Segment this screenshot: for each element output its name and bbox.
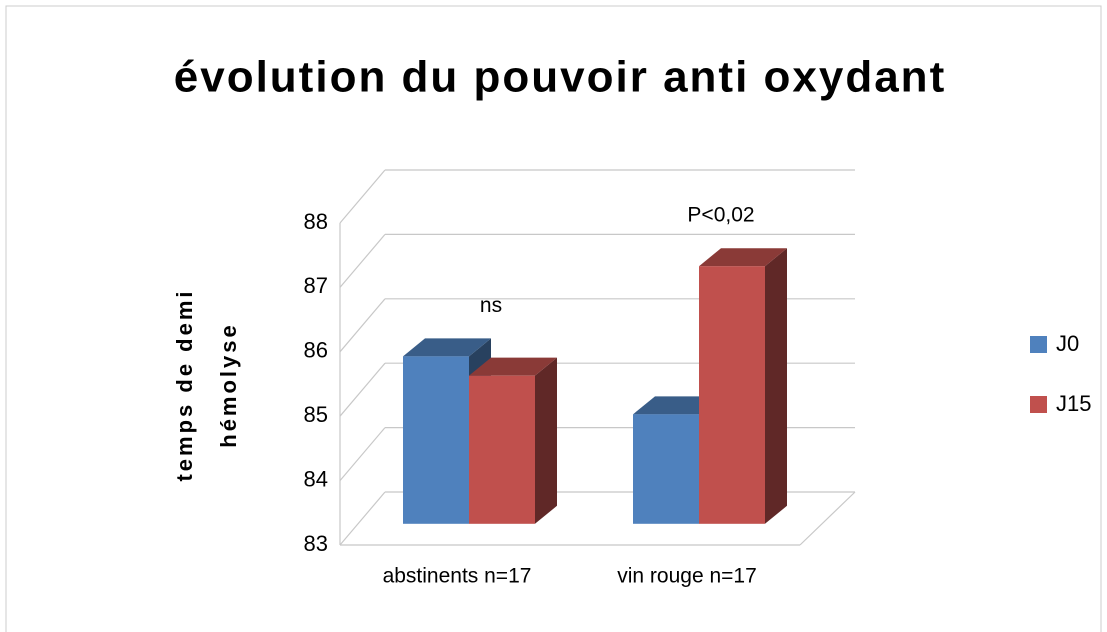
annotation: P<0,02 — [687, 204, 754, 227]
legend-swatch — [1030, 396, 1047, 413]
legend-label: J0 — [1056, 331, 1079, 356]
floor-edge — [799, 491, 856, 546]
y-axis-label-line: hémolyse — [216, 322, 241, 448]
bar — [633, 414, 699, 524]
y-tick-label: 86 — [304, 338, 328, 363]
bar — [699, 266, 765, 524]
y-axis-label-line: temps de demi — [172, 288, 197, 481]
bar-top — [469, 357, 557, 376]
grid-line — [339, 298, 386, 353]
grid-line — [339, 491, 386, 546]
grid-line — [339, 234, 386, 288]
y-tick-label: 84 — [304, 466, 328, 491]
bar-side — [535, 357, 557, 524]
annotation: ns — [480, 294, 502, 317]
bar-top — [699, 248, 787, 267]
bar — [403, 356, 469, 524]
bar-top — [403, 338, 491, 357]
grid-line — [339, 362, 386, 417]
legend-swatch — [1030, 336, 1047, 353]
y-tick-label: 87 — [304, 273, 328, 298]
x-tick-label: abstinents n=17 — [383, 565, 532, 588]
chart-title: évolution du pouvoir anti oxydant — [174, 53, 946, 102]
grid-line — [339, 169, 386, 224]
bar — [469, 375, 535, 524]
legend-label: J15 — [1056, 391, 1091, 416]
y-tick-label: 88 — [304, 209, 328, 234]
bar-side — [765, 248, 787, 524]
grid-line — [339, 427, 386, 481]
y-axis-label: temps de demi hémolyse — [172, 288, 241, 481]
y-tick-label: 83 — [304, 531, 328, 556]
y-tick-label: 85 — [304, 402, 328, 427]
x-tick-label: vin rouge n=17 — [617, 565, 757, 588]
